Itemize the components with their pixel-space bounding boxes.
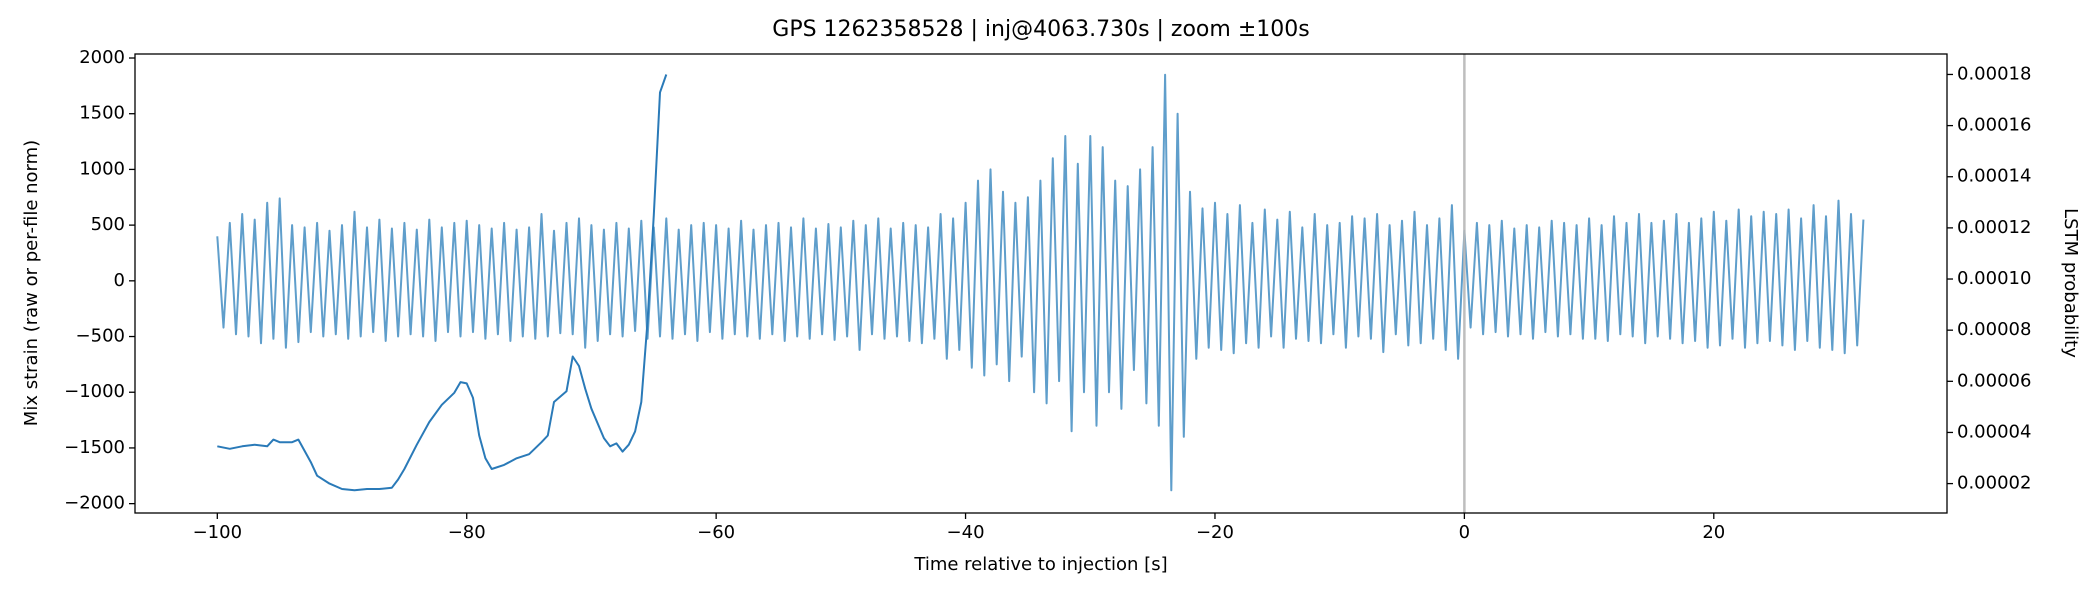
- y2-tick-label: 0.00018: [1957, 63, 2031, 84]
- y2-tick-label: 0.00010: [1957, 268, 2031, 289]
- y2-tick-label: 0.00004: [1957, 421, 2031, 442]
- x-tick-label: −60: [697, 522, 735, 543]
- x-tick-label: −20: [1196, 522, 1234, 543]
- plot-frame: [134, 53, 1948, 514]
- y-tick-label: −2000: [64, 493, 125, 514]
- data-line: [217, 74, 668, 492]
- y2-tick-label: 0.00002: [1957, 473, 2031, 494]
- y2-tick-label: 0.00016: [1957, 115, 2031, 136]
- y-tick-label: 0: [114, 270, 125, 291]
- chart-title: GPS 1262358528 | inj@4063.730s | zoom ±1…: [772, 17, 1309, 42]
- y-tick-label: 1500: [79, 103, 125, 124]
- y-tick-label: −1500: [64, 437, 125, 458]
- x-tick-label: 20: [1702, 522, 1725, 543]
- x-tick-label: −100: [193, 522, 242, 543]
- y2-tick-label: 0.00014: [1957, 166, 2031, 187]
- y2-axis-label: LSTM probability: [2060, 208, 2081, 358]
- y2-tick-label: 0.00006: [1957, 370, 2031, 391]
- y2-tick-label: 0.00008: [1957, 319, 2031, 340]
- y-tick-label: −500: [76, 326, 125, 347]
- x-axis-label: Time relative to injection [s]: [913, 554, 1167, 575]
- y-axis-label: Mix strain (raw or per-file norm): [21, 140, 42, 426]
- y-tick-label: 500: [91, 214, 125, 235]
- data-line: [216, 73, 1865, 492]
- x-tick-label: −80: [448, 522, 486, 543]
- y-tick-label: 1000: [79, 158, 125, 179]
- x-tick-label: −40: [947, 522, 985, 543]
- y-tick-label: 2000: [79, 47, 125, 68]
- y2-tick-label: 0.00012: [1957, 217, 2031, 238]
- x-tick-label: 0: [1459, 522, 1470, 543]
- y-tick-label: −1000: [64, 381, 125, 402]
